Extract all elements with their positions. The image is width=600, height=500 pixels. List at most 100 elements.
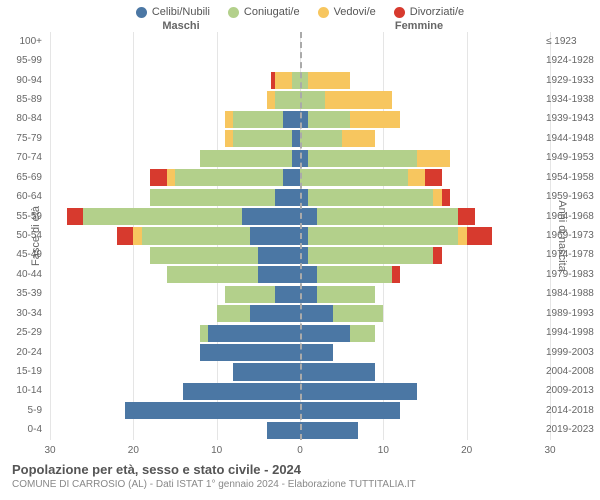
bar-segment-divorziati — [67, 208, 84, 225]
age-label: 15-19 — [0, 366, 46, 377]
bar-segment-celibi — [275, 189, 300, 206]
bar-segment-divorziati — [150, 169, 167, 186]
bar-segment-coniugati — [308, 189, 433, 206]
age-label: 50-54 — [0, 230, 46, 241]
bar-segment-celibi — [275, 286, 300, 303]
bar-segment-celibi — [300, 286, 317, 303]
gridline — [50, 32, 51, 440]
age-label: 65-69 — [0, 172, 46, 183]
male-bar — [167, 266, 300, 283]
bar-segment-celibi — [283, 111, 300, 128]
bar-segment-vedovi — [325, 91, 392, 108]
chart-title: Popolazione per età, sesso e stato civil… — [12, 462, 588, 477]
male-bar — [217, 305, 300, 322]
bar-segment-celibi — [250, 227, 300, 244]
male-bar — [200, 344, 300, 361]
female-bar — [300, 305, 383, 322]
bar-segment-coniugati — [233, 130, 291, 147]
female-bar — [300, 189, 450, 206]
bar-segment-coniugati — [175, 169, 283, 186]
bar-segment-coniugati — [275, 91, 300, 108]
bar-segment-coniugati — [200, 325, 208, 342]
age-label: 0-4 — [0, 424, 46, 435]
female-bar — [300, 247, 442, 264]
chart-subtitle: COMUNE DI CARROSIO (AL) - Dati ISTAT 1° … — [12, 479, 588, 490]
male-bar — [117, 227, 300, 244]
bar-segment-divorziati — [433, 247, 441, 264]
bar-segment-celibi — [258, 247, 300, 264]
birth-year-label: 1924-1928 — [542, 55, 600, 66]
bar-segment-divorziati — [442, 189, 450, 206]
female-bar — [300, 72, 350, 89]
male-bar — [125, 402, 300, 419]
bar-segment-vedovi — [417, 150, 450, 167]
birth-year-label: 1964-1968 — [542, 211, 600, 222]
male-bar — [225, 286, 300, 303]
bar-segment-vedovi — [342, 130, 375, 147]
bar-segment-celibi — [292, 150, 300, 167]
center-axis — [300, 32, 302, 440]
bar-segment-coniugati — [317, 208, 459, 225]
female-bar — [300, 422, 358, 439]
bar-segment-vedovi — [433, 189, 441, 206]
male-bar — [271, 72, 300, 89]
bar-segment-vedovi — [267, 91, 275, 108]
bar-segment-divorziati — [458, 208, 475, 225]
bar-segment-divorziati — [467, 227, 492, 244]
female-bar — [300, 150, 450, 167]
bar-segment-vedovi — [225, 111, 233, 128]
bar-segment-celibi — [283, 169, 300, 186]
bar-segment-celibi — [200, 344, 300, 361]
male-bar — [267, 422, 300, 439]
bar-segment-celibi — [258, 266, 300, 283]
birth-year-label: 1989-1993 — [542, 308, 600, 319]
bar-segment-celibi — [208, 325, 300, 342]
bar-segment-coniugati — [300, 130, 342, 147]
age-label: 70-74 — [0, 152, 46, 163]
age-label: 55-59 — [0, 211, 46, 222]
male-bar — [150, 169, 300, 186]
age-label: 75-79 — [0, 133, 46, 144]
x-tick-label: 20 — [128, 445, 139, 456]
legend-label: Celibi/Nubili — [152, 6, 210, 18]
bar-segment-coniugati — [308, 150, 416, 167]
bar-segment-divorziati — [117, 227, 134, 244]
bar-segment-celibi — [300, 208, 317, 225]
female-bar — [300, 344, 333, 361]
bar-segment-coniugati — [200, 150, 292, 167]
female-bar — [300, 111, 400, 128]
age-label: 60-64 — [0, 191, 46, 202]
female-bar — [300, 208, 475, 225]
bar-segment-vedovi — [408, 169, 425, 186]
bar-segment-coniugati — [150, 189, 275, 206]
bar-segment-coniugati — [150, 247, 258, 264]
x-tick-label: 10 — [378, 445, 389, 456]
age-label: 90-94 — [0, 75, 46, 86]
age-label: 25-29 — [0, 327, 46, 338]
bar-segment-coniugati — [333, 305, 383, 322]
age-label: 40-44 — [0, 269, 46, 280]
header-male: Maschi — [62, 20, 300, 32]
birth-year-label: 1944-1948 — [542, 133, 600, 144]
bar-segment-celibi — [183, 383, 300, 400]
birth-year-label: 1929-1933 — [542, 75, 600, 86]
bar-segment-coniugati — [350, 325, 375, 342]
bar-segment-coniugati — [233, 111, 283, 128]
population-pyramid-chart: Celibi/NubiliConiugati/eVedovi/eDivorzia… — [0, 0, 600, 500]
birth-year-label: 1949-1953 — [542, 152, 600, 163]
legend-item: Vedovi/e — [318, 6, 376, 18]
bar-segment-coniugati — [308, 111, 350, 128]
female-bar — [300, 383, 417, 400]
bar-segment-celibi — [300, 383, 417, 400]
x-tick-label: 0 — [297, 445, 303, 456]
legend: Celibi/NubiliConiugati/eVedovi/eDivorzia… — [0, 0, 600, 20]
male-bar — [225, 130, 300, 147]
bar-segment-celibi — [292, 130, 300, 147]
age-label: 35-39 — [0, 288, 46, 299]
plot-area: Fasce di età Anni di nascita 01010202030… — [0, 32, 600, 440]
female-bar — [300, 402, 400, 419]
age-label: 20-24 — [0, 347, 46, 358]
bar-segment-coniugati — [308, 227, 458, 244]
bar-segment-coniugati — [317, 286, 375, 303]
bar-segment-coniugati — [308, 247, 433, 264]
